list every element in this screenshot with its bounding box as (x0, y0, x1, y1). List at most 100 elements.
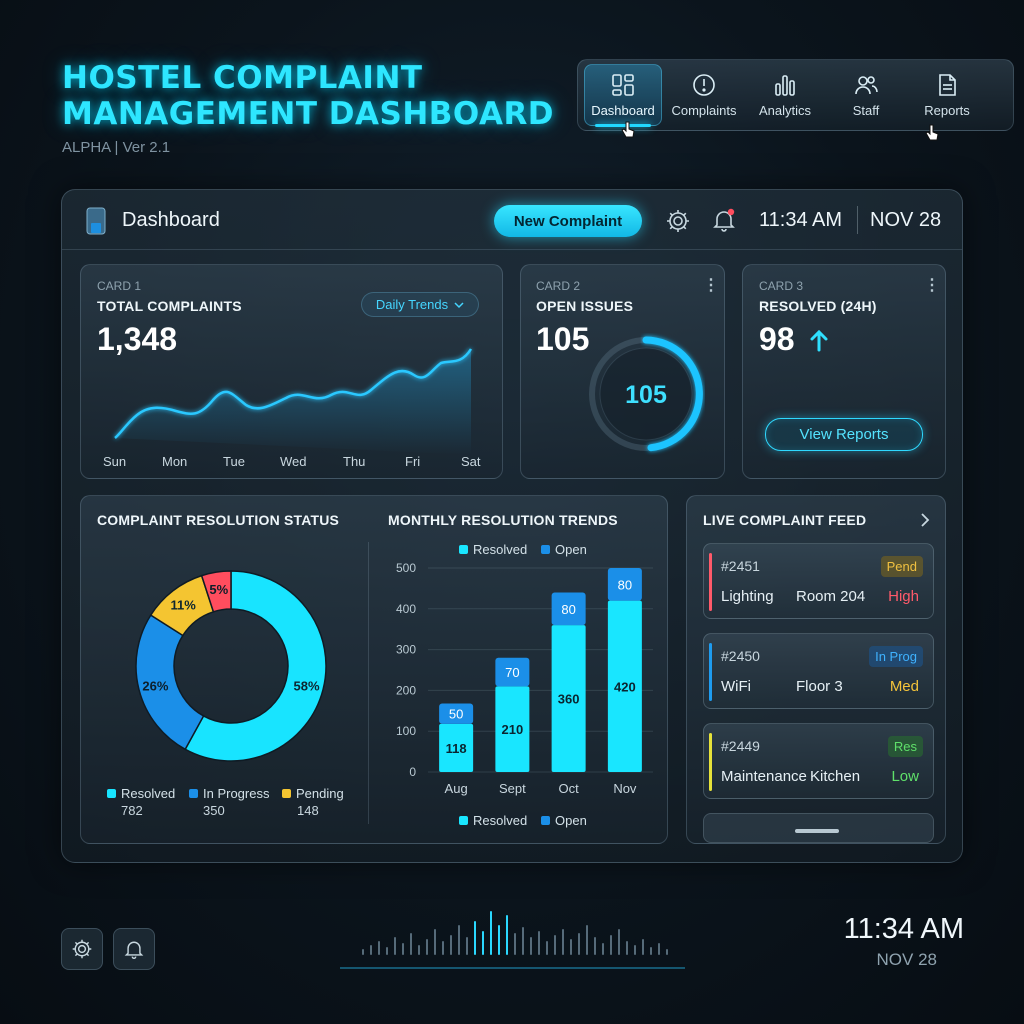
legend-label: Resolved (121, 786, 176, 801)
nav-staff[interactable]: Staff (827, 64, 905, 126)
y-tick-label: 400 (396, 602, 416, 616)
bar-open (439, 703, 474, 724)
nav-dashboard[interactable]: Dashboard (584, 64, 662, 127)
panel-title: Dashboard (122, 209, 220, 231)
feed-item[interactable]: #2450 In Prog WiFi Floor 3 Med (703, 633, 934, 709)
waveform-bar (650, 947, 652, 955)
hand-cursor-icon (925, 124, 939, 141)
legend-swatch (541, 816, 550, 825)
nav-reports-label: Reports (924, 103, 970, 118)
status-badge: Res (887, 736, 923, 757)
more-options-icon[interactable]: ⋮ (703, 277, 719, 294)
complaint-priority: Low (891, 768, 919, 785)
footer-settings-button[interactable] (61, 928, 103, 970)
feed-item[interactable]: #2449 Res Maintenance Kitchen Low (703, 723, 934, 799)
daily-trends-dropdown[interactable]: Daily Trends (361, 292, 479, 317)
nav-reports[interactable]: Reports (908, 64, 986, 126)
footer-notifications-button[interactable] (113, 928, 155, 970)
resolved-value: 98 (759, 321, 795, 357)
complaint-priority: Med (889, 678, 919, 695)
legend-open: Open (541, 542, 587, 557)
waveform-bar (602, 943, 604, 955)
x-tick-label: Nov (613, 781, 637, 796)
card-title: OPEN ISSUES (536, 298, 634, 314)
alert-circle-icon (693, 74, 715, 96)
gear-icon (72, 939, 92, 959)
total-complaints-value: 1,348 (97, 321, 178, 357)
waveform-bar (530, 937, 532, 955)
priority-bar (709, 553, 712, 611)
waveform-bar (362, 949, 364, 955)
panel-header: Dashboard New Complaint 11:34 AM NOV 28 (62, 190, 962, 250)
chevron-right-icon[interactable] (919, 512, 931, 528)
complaint-priority: High (888, 588, 919, 605)
bar-value-label: 118 (446, 741, 467, 756)
new-complaint-button[interactable]: New Complaint (494, 205, 642, 237)
legend-swatch (189, 789, 198, 798)
y-tick-label: 300 (396, 643, 416, 657)
more-options-icon[interactable]: ⋮ (924, 277, 940, 294)
waveform-bar (506, 915, 508, 955)
app-version: ALPHA | Ver 2.1 (62, 139, 171, 156)
bar-open (607, 568, 642, 601)
waveform-bar (514, 933, 516, 955)
waveform-bar (474, 921, 476, 955)
priority-bar (709, 643, 712, 701)
section-divider (368, 542, 369, 824)
arrow-up-icon (810, 329, 828, 352)
header-time: 11:34 AM (759, 209, 843, 231)
legend-label: Open (555, 813, 587, 828)
waveform-bar (386, 947, 388, 955)
gear-icon[interactable] (665, 208, 691, 234)
trend-area (115, 349, 471, 455)
legend-resolved: Resolved (459, 813, 527, 828)
feed-item[interactable]: #2451 Pend Lighting Room 204 High (703, 543, 934, 619)
card-tag: CARD 2 (536, 279, 581, 293)
users-icon (855, 76, 878, 95)
legend-label: Resolved (473, 813, 528, 828)
waveform-bar (378, 941, 380, 955)
legend-swatch (282, 789, 291, 798)
waveform-bar (554, 935, 556, 955)
x-tick-label: Sept (499, 781, 526, 796)
legend-resolved: Resolved (107, 786, 175, 801)
scroll-handle[interactable] (795, 829, 839, 833)
waveform-bar (626, 941, 628, 955)
bell-icon[interactable] (711, 207, 737, 233)
complaint-location: Kitchen (810, 768, 861, 785)
day-label: Sat (461, 454, 481, 469)
legend-label: Resolved (473, 542, 528, 557)
feed-item-partial[interactable] (703, 813, 934, 843)
monthly-bar-chart: 0 100 200 300 400 500 118 50 Aug 210 70 Sept 360 80 Oc… (396, 561, 653, 796)
donut-slice (135, 614, 205, 751)
waveform-bar (418, 945, 420, 955)
bar-open (495, 657, 530, 687)
card-title: TOTAL COMPLAINTS (97, 298, 242, 314)
legend-open: Open (541, 813, 587, 828)
open-issues-value: 105 (536, 321, 590, 357)
trend-line (114, 348, 473, 439)
legend-label: Pending (296, 786, 344, 801)
waveform-bar (442, 941, 444, 955)
view-reports-button[interactable]: View Reports (765, 418, 923, 451)
top-nav: Dashboard Complaints Analytics Staff Rep… (577, 59, 1014, 131)
audio-waveform (340, 911, 685, 969)
waveform-bar (434, 929, 436, 955)
nav-analytics[interactable]: Analytics (746, 64, 824, 126)
bar-value-label: 210 (502, 722, 524, 737)
waveform-bar (410, 933, 412, 955)
waveform-bar (618, 929, 620, 955)
nav-complaints[interactable]: Complaints (665, 64, 743, 126)
dashboard-panel: Dashboard New Complaint 11:34 AM NOV 28 … (61, 189, 963, 863)
day-label: Tue (223, 454, 245, 469)
header-date: NOV 28 (870, 209, 942, 231)
legend-value: 782 (121, 803, 143, 818)
dashboard-icon (612, 74, 634, 96)
card-tag: CARD 1 (97, 279, 142, 293)
document-icon (939, 74, 956, 96)
legend-value: 148 (297, 803, 319, 818)
day-label: Wed (280, 454, 307, 469)
bar-value-label: 80 (561, 602, 575, 617)
waveform-bar (370, 945, 372, 955)
bar-value-label: 420 (614, 679, 636, 694)
